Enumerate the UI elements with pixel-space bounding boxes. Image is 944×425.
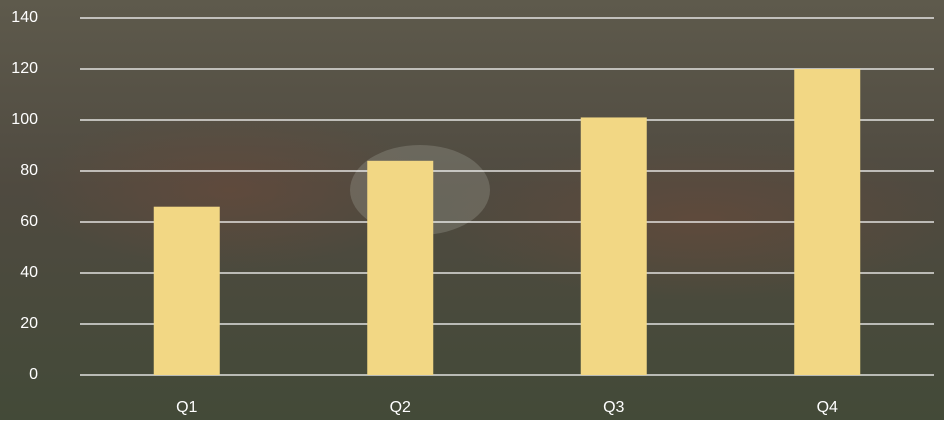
y-tick-label: 80 [20, 162, 38, 179]
y-tick-label: 0 [29, 366, 38, 383]
x-tick-label: Q2 [390, 399, 411, 416]
bar [367, 160, 434, 375]
background-photo [30, 110, 430, 270]
y-tick-label: 20 [20, 315, 38, 332]
y-tick-label: 140 [11, 9, 38, 26]
y-tick-label: 60 [20, 213, 38, 230]
bar [580, 117, 647, 375]
y-tick-label: 120 [11, 60, 38, 77]
y-tick-label: 100 [11, 111, 38, 128]
x-tick-label: Q3 [603, 399, 624, 416]
x-tick-label: Q1 [176, 399, 197, 416]
y-tick-label: 40 [20, 264, 38, 281]
background-photo [440, 140, 944, 300]
bar [153, 206, 220, 375]
x-tick-label: Q4 [817, 399, 838, 416]
bar [794, 69, 861, 375]
